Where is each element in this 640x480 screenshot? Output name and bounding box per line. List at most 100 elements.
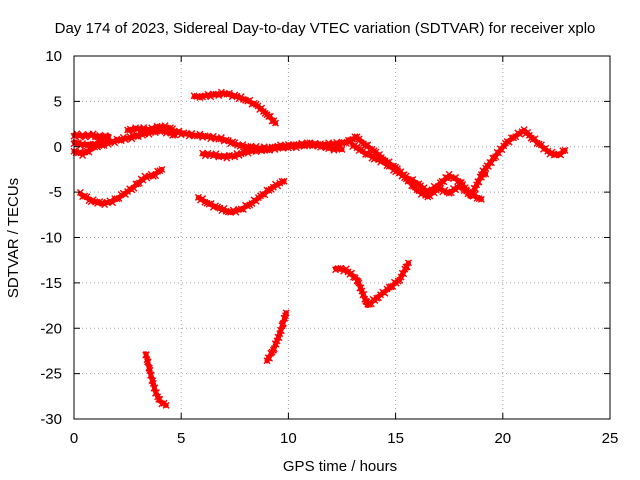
data-point (351, 133, 359, 141)
data-point (403, 263, 411, 271)
data-point (224, 208, 232, 216)
data-point (96, 198, 104, 206)
data-point (134, 180, 142, 188)
data-point (258, 104, 266, 112)
data-point (381, 289, 389, 297)
data-point (151, 384, 159, 392)
data-point (492, 153, 500, 161)
data-series (70, 88, 569, 409)
data-point (239, 148, 247, 156)
y-tick-label: -20 (40, 320, 62, 337)
data-point (266, 354, 273, 362)
data-point (282, 309, 290, 317)
data-point (220, 90, 228, 98)
x-tick-labels: 0 5 10 15 20 25 (70, 430, 619, 447)
data-point (239, 141, 247, 148)
series-trace-j (76, 165, 166, 209)
y-tick-label: -5 (49, 184, 62, 201)
data-point (268, 143, 276, 151)
data-point (428, 186, 436, 194)
x-tick-label: 0 (70, 430, 78, 447)
data-point (487, 159, 495, 167)
data-point (387, 283, 395, 291)
data-point (338, 145, 346, 153)
data-point (407, 176, 415, 184)
data-point (531, 135, 539, 143)
data-point (115, 136, 123, 144)
data-point (475, 195, 483, 203)
series-trace-e (199, 139, 346, 162)
data-point (231, 153, 239, 161)
data-point (158, 165, 166, 173)
series-trace-g (349, 141, 490, 200)
data-point (278, 177, 286, 185)
data-point (130, 184, 138, 192)
y-axis-title: SDTVAR / TECUs (5, 178, 22, 298)
data-point (475, 178, 483, 186)
y-tick-label: -15 (40, 275, 62, 292)
data-point (139, 176, 147, 184)
data-point (229, 138, 237, 146)
data-point (268, 117, 276, 125)
data-point (209, 90, 217, 98)
data-point (372, 148, 380, 156)
data-point (498, 146, 506, 154)
data-point (280, 177, 288, 185)
data-point (471, 185, 479, 193)
data-point (175, 127, 183, 135)
data-point (191, 132, 199, 140)
data-point (132, 132, 140, 140)
data-point (417, 182, 425, 190)
data-point (348, 269, 356, 277)
data-point (447, 189, 455, 197)
y-tick-label: 5 (54, 93, 62, 110)
x-tick-label: 25 (602, 430, 619, 447)
data-point (387, 162, 395, 170)
series-trace-b (70, 130, 112, 159)
data-point (155, 395, 163, 403)
y-tick-label: 0 (54, 139, 62, 156)
data-point (207, 200, 215, 207)
data-point (104, 134, 112, 142)
data-point (205, 200, 213, 208)
data-point (247, 146, 255, 154)
data-point (246, 96, 254, 104)
data-point (134, 133, 142, 141)
data-point (366, 300, 373, 308)
y-tick-label: 10 (45, 48, 62, 65)
x-tick-label: 10 (280, 430, 297, 447)
data-point (74, 149, 82, 157)
series-trace-k (194, 177, 288, 216)
data-point (252, 197, 260, 205)
data-point (334, 265, 342, 272)
data-point (342, 140, 350, 147)
data-point (561, 146, 569, 154)
data-point (559, 147, 567, 155)
data-point (480, 168, 488, 176)
y-tick-label: -25 (40, 366, 62, 383)
data-point (333, 145, 341, 152)
data-point (248, 200, 256, 207)
x-tick-label: 15 (387, 430, 404, 447)
series-trace-h (477, 126, 569, 178)
data-point (162, 401, 170, 409)
ticks (73, 55, 611, 420)
data-point (154, 167, 162, 175)
data-point (111, 139, 119, 147)
data-point (266, 112, 274, 120)
x-tick-label: 5 (177, 430, 185, 447)
y-tick-label: -30 (40, 411, 62, 428)
chart-title: Day 174 of 2023, Sidereal Day-to-day VTE… (55, 20, 596, 37)
data-point (250, 99, 258, 107)
data-point (100, 136, 108, 144)
data-point (147, 371, 155, 379)
data-point (396, 169, 404, 177)
data-point (158, 400, 166, 408)
data-point (512, 133, 520, 141)
data-point (79, 152, 87, 159)
data-point (269, 183, 277, 191)
x-axis-title: GPS time / hours (283, 458, 397, 475)
data-point (145, 364, 153, 372)
